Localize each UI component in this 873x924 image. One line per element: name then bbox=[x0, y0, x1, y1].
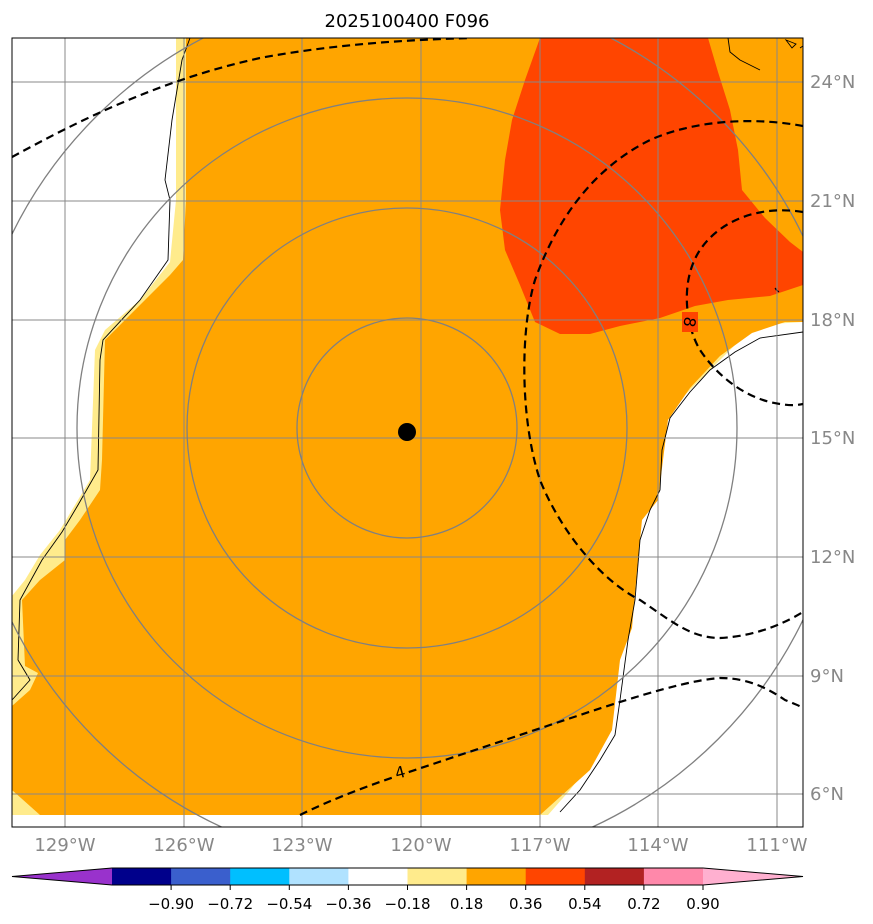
lat-label: 9°N bbox=[810, 666, 844, 687]
contour-label-8: 8 bbox=[679, 315, 699, 328]
contour-8 bbox=[685, 209, 803, 407]
colorbar-segment bbox=[230, 868, 290, 885]
range-rings bbox=[12, 38, 803, 827]
contour-4 bbox=[299, 676, 803, 816]
colorbar-segment bbox=[643, 868, 704, 885]
lat-labels: 24°N 21°N 18°N 15°N 12°N 9°N 6°N bbox=[810, 72, 855, 805]
colorbar-tick-label: −0.54 bbox=[266, 895, 312, 913]
colorbar-tick-label: −0.18 bbox=[385, 895, 431, 913]
lon-labels: 129°W 126°W 123°W 120°W 117°W 114°W 111°… bbox=[34, 835, 807, 856]
colorbar-segment bbox=[112, 868, 172, 885]
coastline-baja bbox=[727, 38, 803, 293]
coastline-east bbox=[559, 331, 803, 813]
colorbar-segment bbox=[466, 868, 527, 885]
contour-top bbox=[12, 38, 471, 158]
lon-label: 126°W bbox=[153, 835, 214, 856]
colorbar-tick-label: 0.90 bbox=[686, 895, 719, 913]
colorbar-segment bbox=[525, 868, 586, 885]
lon-label: 120°W bbox=[390, 835, 451, 856]
colorbar-tick-label: −0.90 bbox=[148, 895, 194, 913]
colorbar-segment bbox=[584, 868, 645, 885]
range-ring-3 bbox=[76, 97, 738, 759]
lon-label: 129°W bbox=[34, 835, 95, 856]
colorbar-tick-label: −0.72 bbox=[207, 895, 253, 913]
colorbar-extend-low bbox=[12, 868, 112, 885]
lat-label: 15°N bbox=[810, 428, 855, 449]
lon-label: 117°W bbox=[509, 835, 570, 856]
storm-center-marker bbox=[398, 423, 416, 441]
map-frame bbox=[11, 37, 804, 828]
colorbar-segment bbox=[348, 868, 408, 885]
colorbar: −0.90 −0.72 −0.54 −0.36 −0.18 0.18 0.36 0.54 0.7… bbox=[11, 867, 804, 913]
contour-large bbox=[523, 120, 803, 640]
lat-label: 12°N bbox=[810, 547, 855, 568]
lon-label: 111°W bbox=[746, 835, 807, 856]
graticule bbox=[12, 38, 803, 827]
lat-label: 6°N bbox=[810, 784, 844, 805]
colorbar-extend-high bbox=[703, 868, 803, 885]
colorbar-tick-label: 0.54 bbox=[568, 895, 601, 913]
colorbar-tick-label: 0.36 bbox=[509, 895, 542, 913]
lat-label: 21°N bbox=[810, 191, 855, 212]
colorbar-segment bbox=[407, 868, 468, 885]
lat-label: 24°N bbox=[810, 72, 855, 93]
fill-high bbox=[500, 38, 803, 334]
lat-label: 18°N bbox=[810, 310, 855, 331]
contour-label-4: 4 bbox=[393, 762, 408, 783]
colorbar-outline bbox=[11, 867, 804, 886]
colorbar-tick-label: 0.72 bbox=[627, 895, 660, 913]
colorbar-tick-label: −0.36 bbox=[325, 895, 371, 913]
colorbar-tick-label: 0.18 bbox=[450, 895, 483, 913]
dashed-contours bbox=[12, 38, 803, 816]
range-ring-1 bbox=[296, 317, 518, 539]
range-ring-2 bbox=[186, 207, 628, 649]
colorbar-segment bbox=[171, 868, 231, 885]
map-area: 4 8 bbox=[12, 38, 803, 827]
colorbar-segment bbox=[289, 868, 349, 885]
coastline bbox=[12, 38, 191, 701]
lon-label: 123°W bbox=[271, 835, 332, 856]
lon-label: 114°W bbox=[627, 835, 688, 856]
figure-title: 2025100400 F096 bbox=[325, 11, 490, 32]
